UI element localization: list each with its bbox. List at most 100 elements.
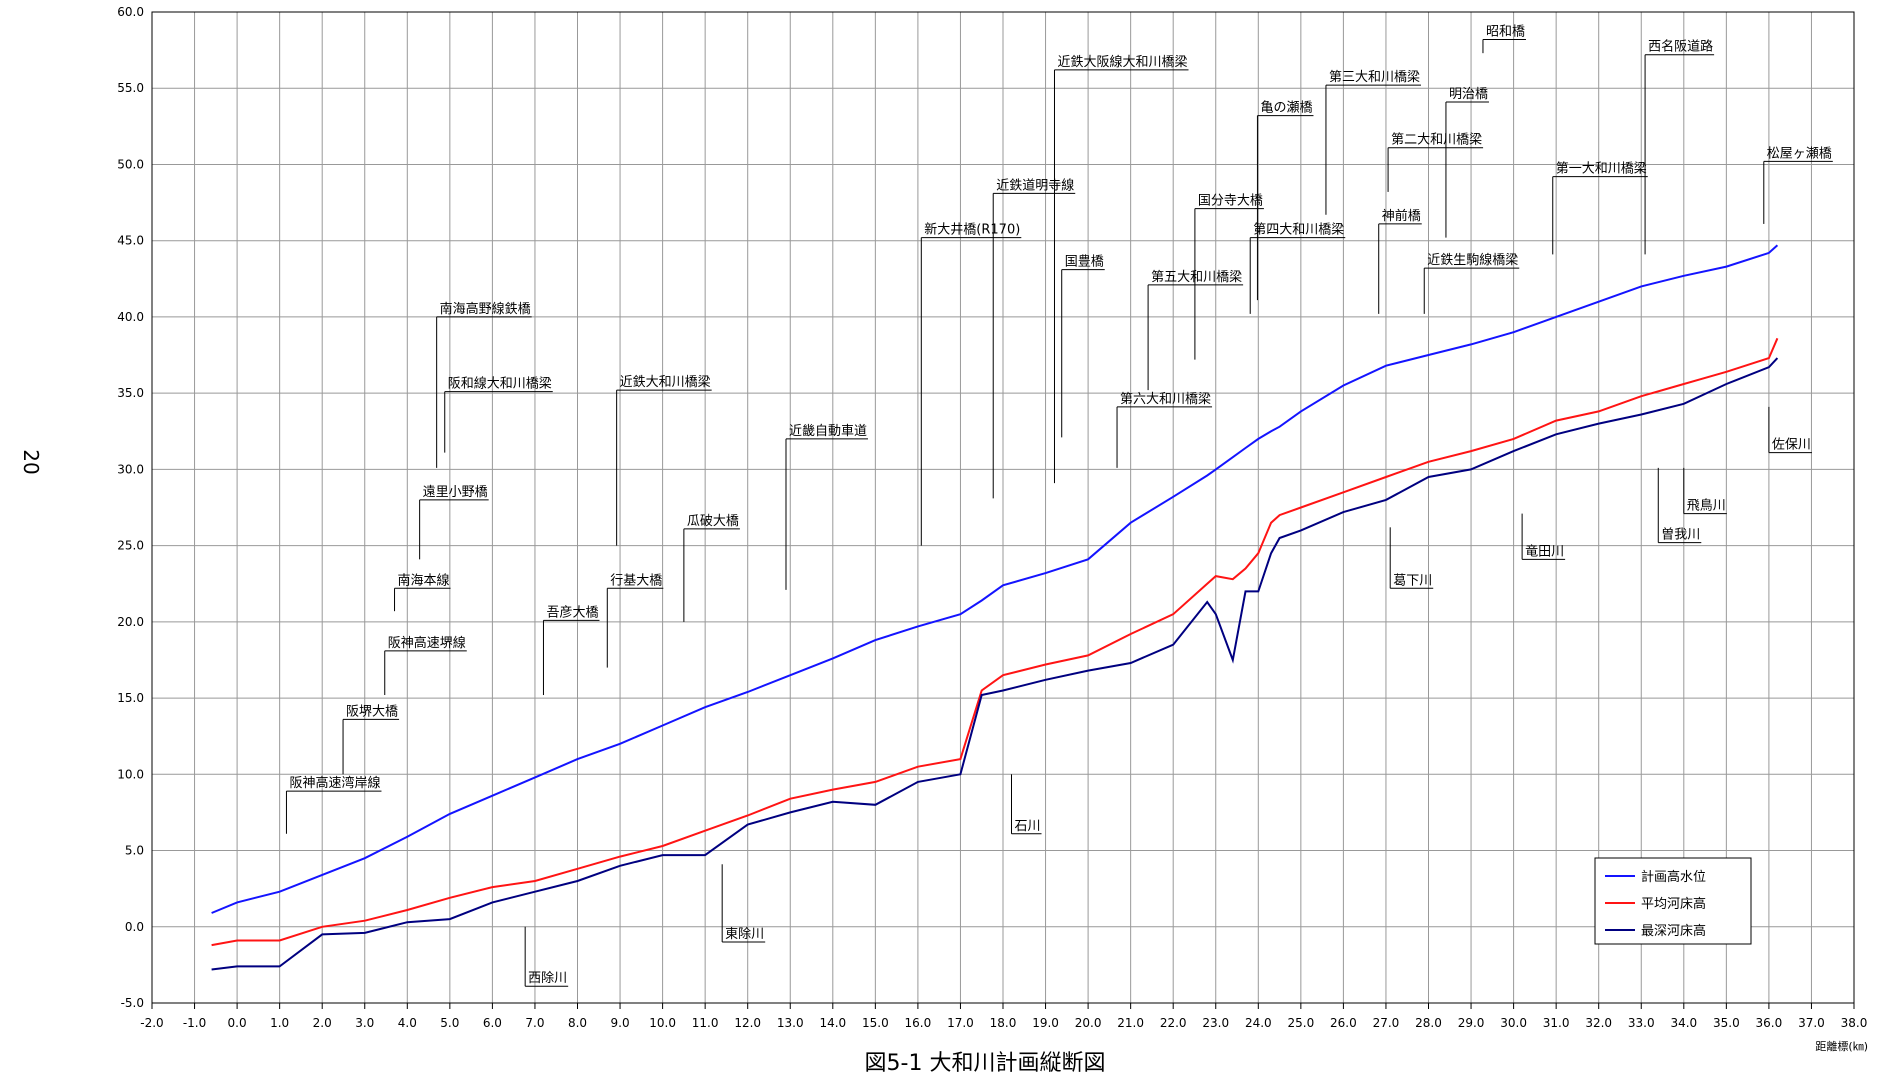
x-tick-label: 34.0	[1670, 1016, 1697, 1030]
page-number: 20	[19, 449, 43, 474]
annotation: 近鉄道明寺線	[996, 177, 1074, 193]
annotation: 亀の瀬橋	[1260, 101, 1312, 116]
annotation: 近畿自動車道	[789, 424, 867, 439]
x-tick-label: 27.0	[1373, 1016, 1400, 1030]
annotation: 南海高野線鉄橋	[440, 301, 531, 317]
annotation: 葛下川	[1393, 573, 1432, 588]
x-tick-label: 3.0	[355, 1016, 374, 1030]
x-tick-label: 4.0	[398, 1016, 417, 1030]
annotation: 阪神高速湾岸線	[289, 775, 380, 791]
annotation: 佐保川	[1772, 438, 1811, 453]
annotation: 新大井橋(R170)	[924, 222, 1020, 238]
x-tick-label: 15.0	[862, 1016, 889, 1030]
x-tick-label: 28.0	[1415, 1016, 1442, 1030]
annotation: 明治橋	[1449, 87, 1488, 102]
annotation: 国分寺大橋	[1198, 194, 1263, 209]
annotation: 南海本線	[398, 572, 450, 588]
annotation: 第四大和川橋梁	[1253, 223, 1344, 238]
y-tick-label: 25.0	[117, 539, 144, 553]
plot-frame	[151, 11, 1855, 1004]
legend-label: 計画高水位	[1641, 869, 1706, 885]
y-tick-label: 45.0	[117, 234, 144, 248]
y-tick-label: 0.0	[125, 920, 144, 934]
annotation: 第五大和川橋梁	[1151, 270, 1242, 285]
y-tick-label: 35.0	[117, 386, 144, 400]
annotation: 西除川	[528, 971, 567, 986]
x-tick-label: 6.0	[483, 1016, 502, 1030]
x-tick-label: 20.0	[1075, 1016, 1102, 1030]
legend-label: 平均河床高	[1641, 896, 1706, 912]
x-tick-label: 10.0	[649, 1016, 676, 1030]
annotation: 竜田川	[1525, 544, 1564, 559]
y-tick-label: 30.0	[117, 462, 144, 476]
x-tick-label: 18.0	[990, 1016, 1017, 1030]
y-tick-label: 50.0	[117, 157, 144, 171]
x-tick-label: 17.0	[947, 1016, 974, 1030]
annotation: 第六大和川橋梁	[1120, 392, 1211, 407]
annotation: 松屋ヶ瀬橋	[1767, 146, 1832, 161]
x-tick-label: 0.0	[228, 1016, 247, 1030]
y-tick-label: 55.0	[117, 81, 144, 95]
y-tick-label: 5.0	[125, 844, 144, 858]
x-tick-label: 35.0	[1713, 1016, 1740, 1030]
x-tick-label: 26.0	[1330, 1016, 1357, 1030]
y-tick-label: 10.0	[117, 767, 144, 781]
x-axis-label: 距離標(㎞)	[1815, 1039, 1868, 1053]
annotation: 第三大和川橋梁	[1329, 70, 1420, 85]
x-tick-label: 29.0	[1458, 1016, 1485, 1030]
annotation: 曽我川	[1661, 528, 1700, 543]
x-tick-label: 25.0	[1287, 1016, 1314, 1030]
series-line	[211, 244, 1779, 914]
annotation: 阪神高速堺線	[388, 635, 466, 651]
x-tick-label: 19.0	[1032, 1016, 1059, 1030]
x-tick-label: 30.0	[1500, 1016, 1527, 1030]
x-tick-label: 1.0	[270, 1016, 289, 1030]
annotation: 遠里小野橋	[423, 485, 488, 500]
x-tick-label: 13.0	[777, 1016, 804, 1030]
x-tick-label: 21.0	[1117, 1016, 1144, 1030]
annotation: 阪堺大橋	[346, 704, 398, 719]
annotation: 飛鳥川	[1687, 499, 1726, 514]
x-tick-label: 9.0	[611, 1016, 630, 1030]
x-tick-label: 31.0	[1543, 1016, 1570, 1030]
x-tick-label: 11.0	[692, 1016, 719, 1030]
annotation: 吾彦大橋	[546, 604, 598, 620]
annotation: 石川	[1015, 819, 1041, 834]
x-tick-label: 7.0	[525, 1016, 544, 1030]
x-tick-label: -2.0	[140, 1016, 163, 1030]
annotation: 近鉄大阪線大和川橋梁	[1057, 54, 1187, 70]
y-tick-label: 60.0	[117, 5, 144, 19]
x-tick-label: 22.0	[1160, 1016, 1187, 1030]
annotation: 第一大和川橋梁	[1556, 162, 1647, 177]
x-tick-label: 12.0	[734, 1016, 761, 1030]
chart-title: 図5-1 大和川計画縦断図	[865, 1051, 1106, 1076]
legend-label: 最深河床高	[1641, 923, 1706, 939]
x-tick-label: 33.0	[1628, 1016, 1655, 1030]
series-line	[211, 337, 1779, 947]
annotation: 神前橋	[1382, 208, 1421, 224]
x-tick-label: 37.0	[1798, 1016, 1825, 1030]
x-tick-label: 8.0	[568, 1016, 587, 1030]
x-tick-label: 5.0	[440, 1016, 459, 1030]
x-tick-label: 14.0	[819, 1016, 846, 1030]
annotation: 東除川	[725, 926, 764, 942]
y-tick-label: 15.0	[117, 691, 144, 705]
annotation: 行基大橋	[610, 573, 662, 588]
annotation: 近鉄大和川橋梁	[620, 375, 711, 390]
series-line	[211, 357, 1779, 971]
x-tick-label: 2.0	[313, 1016, 332, 1030]
x-tick-label: -1.0	[183, 1016, 206, 1030]
y-tick-label: 20.0	[117, 615, 144, 629]
annotation: 阪和線大和川橋梁	[448, 376, 552, 392]
x-tick-label: 16.0	[905, 1016, 932, 1030]
y-tick-label: 40.0	[117, 310, 144, 324]
annotation: 第二大和川橋梁	[1391, 133, 1482, 148]
x-tick-label: 32.0	[1585, 1016, 1612, 1030]
y-tick-label: -5.0	[121, 996, 144, 1010]
x-tick-label: 38.0	[1841, 1016, 1868, 1030]
annotation: 昭和橋	[1486, 24, 1525, 39]
annotation: 西名阪道路	[1648, 39, 1713, 55]
annotation: 瓜破大橋	[687, 514, 739, 529]
x-tick-label: 23.0	[1202, 1016, 1229, 1030]
